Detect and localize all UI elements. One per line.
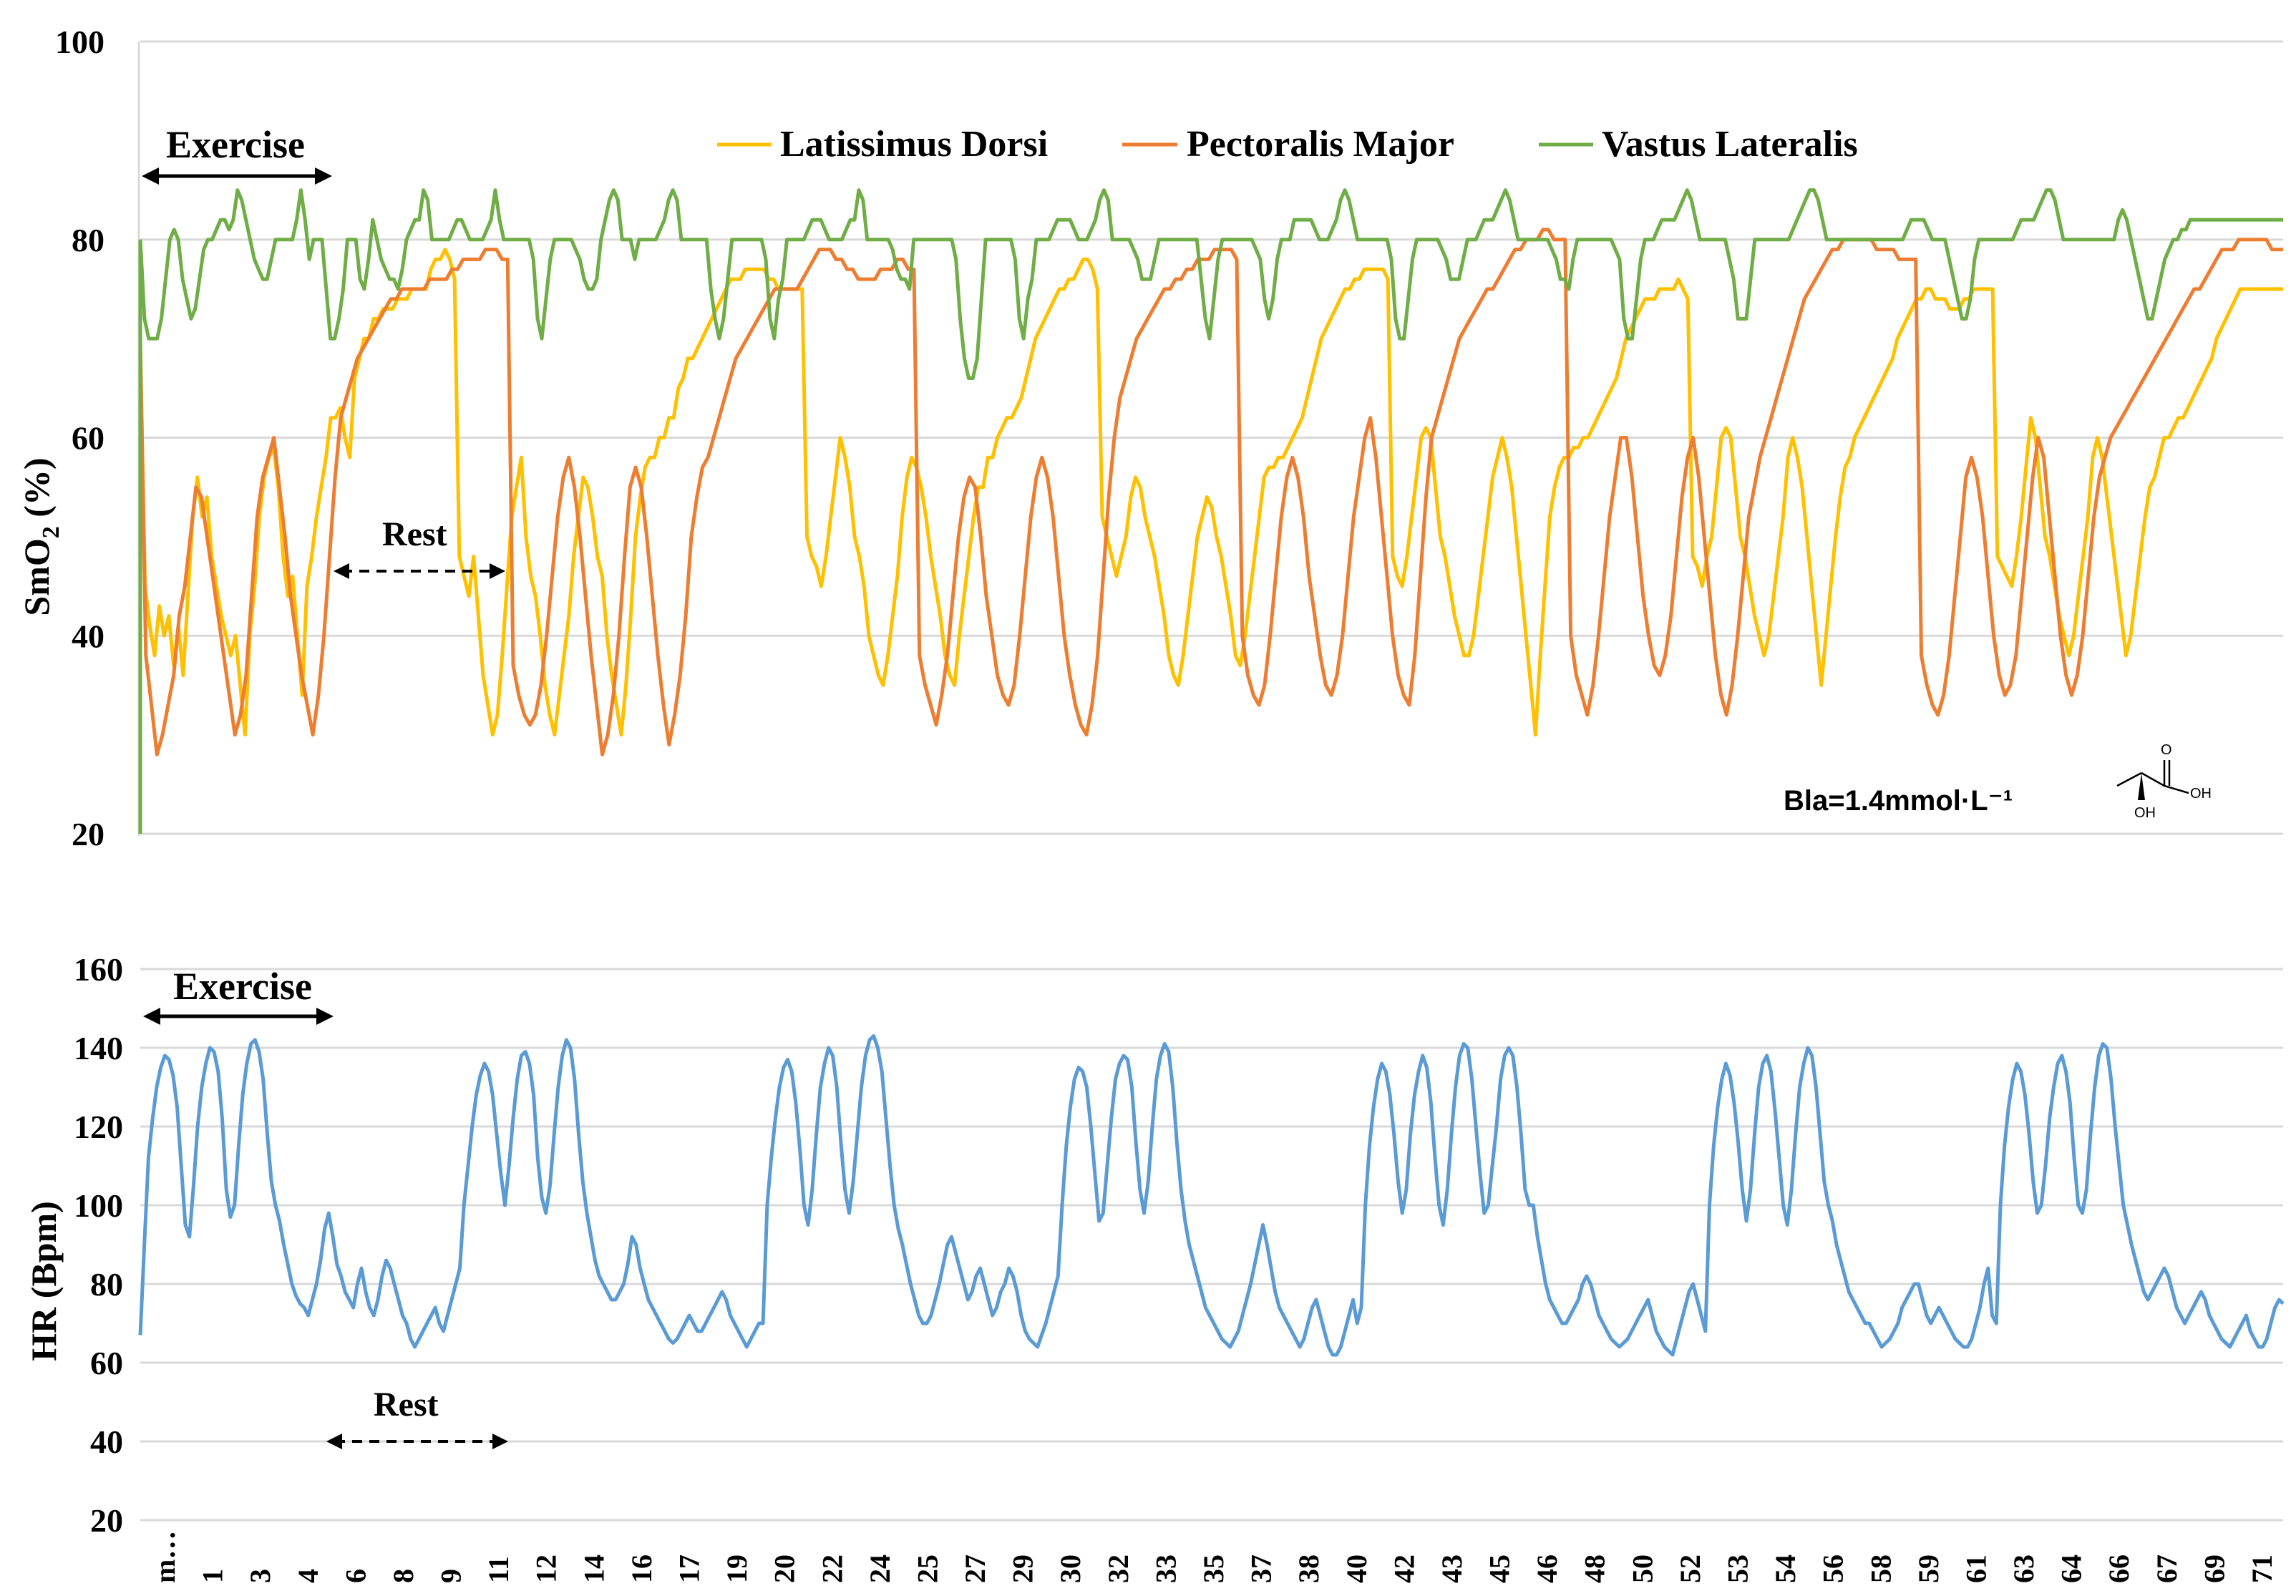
smo2-y-tick-label: 40 bbox=[72, 618, 104, 654]
x-tick-label: 29 bbox=[1007, 1554, 1039, 1583]
x-tick-label: 71 bbox=[2246, 1554, 2278, 1583]
x-tick-label: 33 bbox=[1149, 1554, 1182, 1583]
hr-y-tick-label: 120 bbox=[74, 1109, 123, 1145]
legend-label-latissimus-dorsi: Latissimus Dorsi bbox=[780, 124, 1048, 165]
x-tick-label: 16 bbox=[626, 1554, 658, 1583]
smo2-series-lines bbox=[138, 188, 2283, 834]
x-tick-label: 52 bbox=[1674, 1554, 1706, 1583]
x-tick-label: 32 bbox=[1102, 1554, 1134, 1583]
x-tick-label: 63 bbox=[2008, 1554, 2040, 1583]
legend-label-pectoralis-major: Pectoralis Major bbox=[1187, 124, 1454, 165]
lactic-acid-structure-icon bbox=[2116, 760, 2189, 800]
x-tick-label: 1 bbox=[197, 1569, 229, 1583]
hr-y-tick-label: 100 bbox=[74, 1187, 123, 1224]
hr-y-tick-label: 140 bbox=[74, 1030, 123, 1066]
hr-y-tick-label: 40 bbox=[90, 1424, 123, 1460]
hr-exercise-label: Exercise bbox=[173, 965, 312, 1008]
x-tick-label: 59 bbox=[1912, 1554, 1945, 1583]
x-tick-label: 24 bbox=[864, 1554, 896, 1583]
hr-y-tick-label: 160 bbox=[74, 951, 123, 988]
hr-exercise-arrow bbox=[143, 1008, 334, 1025]
x-tick-label: 17 bbox=[673, 1554, 706, 1583]
smo2-line-latissimus-dorsi bbox=[138, 248, 2283, 737]
x-tick-label: 45 bbox=[1484, 1554, 1516, 1583]
x-tick-label: 48 bbox=[1579, 1554, 1611, 1583]
hr-line-heart-rate bbox=[138, 1034, 2285, 1357]
hr-rest-arrow bbox=[326, 1434, 508, 1449]
x-tick-label: 6 bbox=[339, 1569, 371, 1583]
x-tick-label: 56 bbox=[1817, 1554, 1849, 1583]
smo2-legend: Latissimus Dorsi Pectoralis Major Vastus… bbox=[717, 124, 1858, 165]
smo2-y-tick-label: 20 bbox=[72, 816, 104, 852]
x-tick-label: 54 bbox=[1769, 1554, 1801, 1583]
smo2-y-tick-label: 80 bbox=[72, 222, 104, 258]
smo2-gridlines bbox=[140, 40, 2283, 835]
x-tick-label: 43 bbox=[1436, 1554, 1468, 1583]
x-tick-label: 46 bbox=[1531, 1554, 1563, 1583]
x-tick-label: 53 bbox=[1722, 1554, 1754, 1583]
x-tick-label: 69 bbox=[2198, 1554, 2230, 1583]
blood-lactate-label: Bla=1.4mmol·L⁻¹ bbox=[1784, 785, 2013, 817]
smo2-line-vastus-lateralis bbox=[138, 188, 2283, 380]
hr-rest-label: Rest bbox=[374, 1386, 439, 1424]
hr-series-lines bbox=[138, 1034, 2285, 1357]
x-tick-label: 27 bbox=[959, 1554, 991, 1583]
smo2-panel: 20 40 60 80 100 SmO2 (%) Latissimus Dorsi Pe… bbox=[16, 24, 2283, 852]
x-tick-label: 25 bbox=[912, 1554, 944, 1583]
x-tick-label: 4 bbox=[292, 1569, 324, 1583]
x-tick-label: 42 bbox=[1388, 1554, 1420, 1583]
x-tick-label: 37 bbox=[1245, 1554, 1278, 1583]
x-tick-label: 9 bbox=[435, 1569, 467, 1583]
x-tick-label: 22 bbox=[816, 1554, 848, 1583]
smo2-y-tick-labels: 20 40 60 80 100 bbox=[55, 24, 104, 852]
x-tick-label: 19 bbox=[721, 1554, 753, 1583]
hr-y-axis-label: HR (Bpm) bbox=[24, 1201, 64, 1361]
x-tick-label: 20 bbox=[769, 1554, 801, 1583]
lactic-acid-o-label: O bbox=[2161, 742, 2172, 758]
smo2-y-axis-label: SmO2 (%) bbox=[16, 457, 64, 615]
x-tick-label: 61 bbox=[1960, 1554, 1993, 1583]
x-tick-label: 12 bbox=[530, 1554, 563, 1583]
x-tick-label: 3 bbox=[244, 1569, 276, 1583]
x-tick-label: 50 bbox=[1626, 1554, 1658, 1583]
x-tick-label: 8 bbox=[387, 1569, 419, 1583]
x-tick-label: 11 bbox=[482, 1556, 515, 1583]
x-tick-label: 38 bbox=[1293, 1554, 1325, 1583]
smo2-y-tick-label: 60 bbox=[72, 420, 104, 457]
hr-y-tick-label: 80 bbox=[90, 1266, 123, 1303]
x-tick-label: 14 bbox=[578, 1554, 610, 1583]
smo2-rest-arrow bbox=[334, 563, 505, 579]
x-tick-label: m… bbox=[149, 1531, 181, 1583]
smo2-line-pectoralis-major bbox=[138, 228, 2283, 756]
x-tick-label: 35 bbox=[1197, 1554, 1230, 1583]
smo2-exercise-arrow bbox=[142, 167, 332, 185]
x-tick-label: 66 bbox=[2103, 1554, 2135, 1583]
x-axis-tick-labels: m… 1 3 4 6 8 9 11 12 14 16 17 19 20 22 24 25 27 29 30 32 33 35… bbox=[149, 1531, 2278, 1583]
x-tick-label: 64 bbox=[2056, 1554, 2088, 1583]
smo2-y-tick-label: 100 bbox=[55, 24, 104, 60]
x-tick-label: 30 bbox=[1054, 1554, 1086, 1583]
hr-y-tick-label: 60 bbox=[90, 1345, 123, 1381]
x-tick-label: 58 bbox=[1864, 1554, 1897, 1583]
lactic-acid-oh2-label: OH bbox=[2134, 805, 2156, 821]
x-tick-label: 67 bbox=[2151, 1554, 2183, 1583]
lactic-acid-oh-label: OH bbox=[2190, 786, 2212, 802]
smo2-rest-label: Rest bbox=[382, 515, 447, 553]
hr-y-tick-labels: 20 40 60 80 100 120 140 160 bbox=[74, 951, 123, 1539]
hr-y-tick-label: 20 bbox=[90, 1502, 123, 1539]
smo2-exercise-label: Exercise bbox=[166, 123, 305, 166]
x-tick-label: 40 bbox=[1341, 1554, 1373, 1583]
legend-label-vastus-lateralis: Vastus Lateralis bbox=[1602, 124, 1858, 165]
